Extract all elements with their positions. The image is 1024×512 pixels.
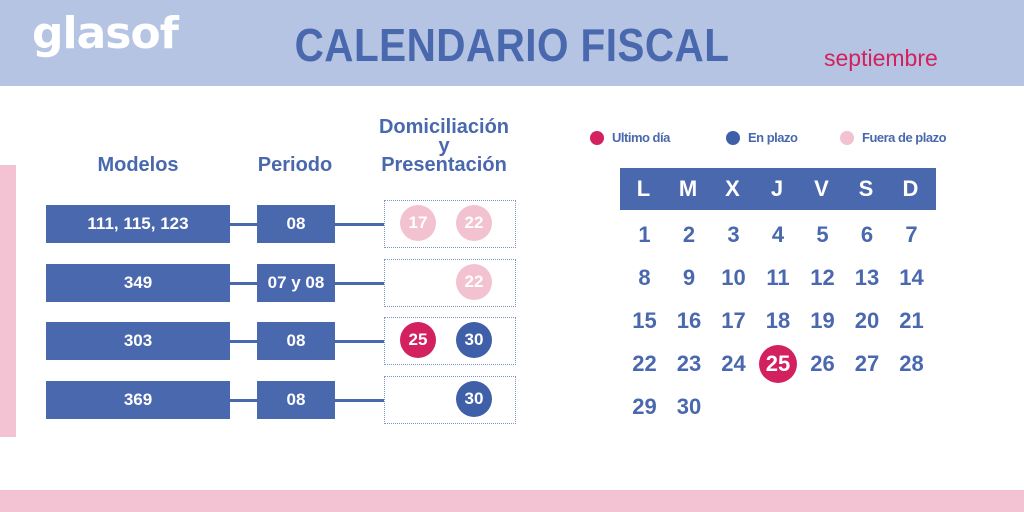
date-badge: 30	[456, 381, 492, 417]
legend-dot	[726, 131, 740, 145]
modelo-box: 349	[46, 264, 230, 302]
header-bar: glasof CALENDARIO FISCAL septiembre	[0, 0, 1024, 86]
calendar-day: 14	[899, 265, 924, 290]
calendar-day-highlight	[759, 345, 797, 383]
calendar-day: 28	[899, 351, 924, 376]
calendar-weekday: M	[678, 176, 698, 201]
calendar-day: 22	[632, 351, 657, 376]
column-header-line: y	[438, 135, 450, 157]
column-header-periodo: Periodo	[257, 154, 333, 176]
calendar-day: 29	[632, 394, 657, 419]
calendar-day: 2	[682, 222, 696, 247]
calendar-weekday: J	[770, 176, 784, 201]
calendar-day: 19	[810, 308, 835, 333]
date-badge: 30	[456, 322, 492, 358]
calendar-day: 18	[765, 308, 791, 333]
modelo-box: 303	[46, 322, 230, 360]
column-header-domiciliacion: Domiciliación y Presentación	[368, 116, 520, 176]
legend-dot	[590, 131, 604, 145]
calendar-day: 3	[727, 222, 740, 247]
connector-line	[230, 223, 257, 226]
date-badge: 17	[400, 205, 436, 241]
calendar-day: 15	[632, 308, 657, 333]
calendar-day: 1	[638, 222, 651, 247]
calendar-day: 13	[854, 265, 880, 290]
calendar-day: 11	[766, 265, 790, 290]
legend-dot	[840, 131, 854, 145]
dates-box	[384, 376, 516, 424]
dates-box	[384, 259, 516, 307]
calendar-day: 24	[721, 351, 746, 376]
calendar-day: 25	[765, 351, 791, 376]
periodo-box: 08	[257, 205, 335, 243]
connector-line	[335, 340, 385, 343]
page-title: CALENDARIO FISCAL	[294, 19, 730, 71]
calendar-day: 4	[771, 222, 785, 247]
column-header-line: Domiciliación	[378, 116, 510, 138]
calendar-day: 12	[810, 265, 835, 290]
connector-line	[230, 340, 257, 343]
connector-line	[230, 282, 257, 285]
calendar-day: 17	[721, 308, 746, 333]
calendar-day: 5	[816, 222, 829, 247]
legend-label: En plazo	[748, 130, 798, 145]
calendar-weekday: V	[814, 176, 829, 201]
calendar-day: 21	[899, 308, 924, 333]
connector-line	[335, 399, 385, 402]
legend-label: Fuera de plazo	[862, 130, 947, 145]
column-header-modelos: Modelos	[97, 154, 179, 176]
calendar-day: 9	[682, 265, 696, 290]
calendar-day: 16	[676, 308, 702, 333]
modelo-box: 369	[46, 381, 230, 419]
calendar-weekday: L	[636, 176, 651, 201]
bottom-decoration-bar	[0, 490, 1024, 512]
calendar-day: 27	[854, 351, 880, 376]
calendar-day: 20	[854, 308, 880, 333]
calendar-day: 30	[676, 394, 702, 419]
calendar-weekday: X	[725, 176, 740, 201]
calendar-day: 6	[860, 222, 874, 247]
date-badge: 22	[456, 264, 492, 300]
calendar-weekday: D	[902, 176, 919, 201]
month-label: septiembre	[824, 45, 938, 71]
periodo-box: 07 y 08	[257, 264, 335, 302]
connector-line	[335, 223, 385, 226]
column-header-line: Presentación	[381, 154, 507, 176]
calendar-weekday: S	[858, 176, 874, 201]
side-decoration-bar	[0, 165, 16, 437]
periodo-box: 08	[257, 381, 335, 419]
calendar-day: 7	[905, 222, 918, 247]
calendar-day: 23	[676, 351, 702, 376]
calendar-day: 10	[721, 265, 746, 290]
periodo-box: 08	[257, 322, 335, 360]
legend-label: Ultimo día	[612, 130, 670, 145]
date-badge: 25	[400, 322, 436, 358]
glasof-logo: glasof	[32, 8, 179, 59]
modelo-box: 111, 115, 123	[46, 205, 230, 243]
connector-line	[230, 399, 257, 402]
calendar-day: 26	[810, 351, 835, 376]
calendar-day: 8	[638, 265, 651, 290]
connector-line	[335, 282, 385, 285]
date-badge: 22	[456, 205, 492, 241]
